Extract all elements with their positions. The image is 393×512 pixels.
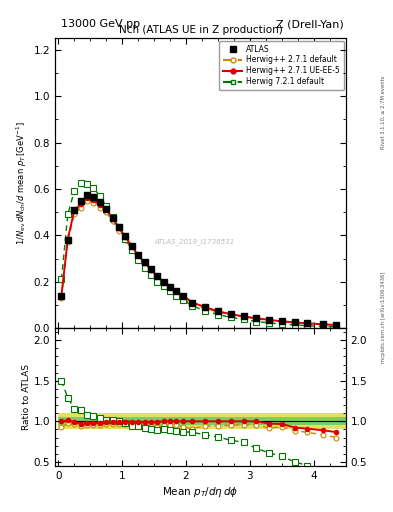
Text: ATLAS_2019_I1736531: ATLAS_2019_I1736531 [154,238,235,245]
Text: mcplots.cern.ch [arXiv:1306.3436]: mcplots.cern.ch [arXiv:1306.3436] [381,272,386,363]
Text: Z (Drell-Yan): Z (Drell-Yan) [276,19,344,29]
Text: Rivet 3.1.10, ≥ 2.7M events: Rivet 3.1.10, ≥ 2.7M events [381,76,386,150]
Text: 13000 GeV pp: 13000 GeV pp [61,19,140,29]
Y-axis label: $1/N_\mathrm{ev}\,dN_\mathrm{ch}/d$ mean $p_T\,[\mathrm{GeV}^{-1}]$: $1/N_\mathrm{ev}\,dN_\mathrm{ch}/d$ mean… [15,121,29,245]
X-axis label: Mean $p_T/d\eta\,d\phi$: Mean $p_T/d\eta\,d\phi$ [162,485,239,499]
Title: Nch (ATLAS UE in Z production): Nch (ATLAS UE in Z production) [119,25,282,35]
Y-axis label: Ratio to ATLAS: Ratio to ATLAS [22,364,31,430]
Legend: ATLAS, Herwig++ 2.7.1 default, Herwig++ 2.7.1 UE-EE-5, Herwig 7.2.1 default: ATLAS, Herwig++ 2.7.1 default, Herwig++ … [219,40,343,90]
